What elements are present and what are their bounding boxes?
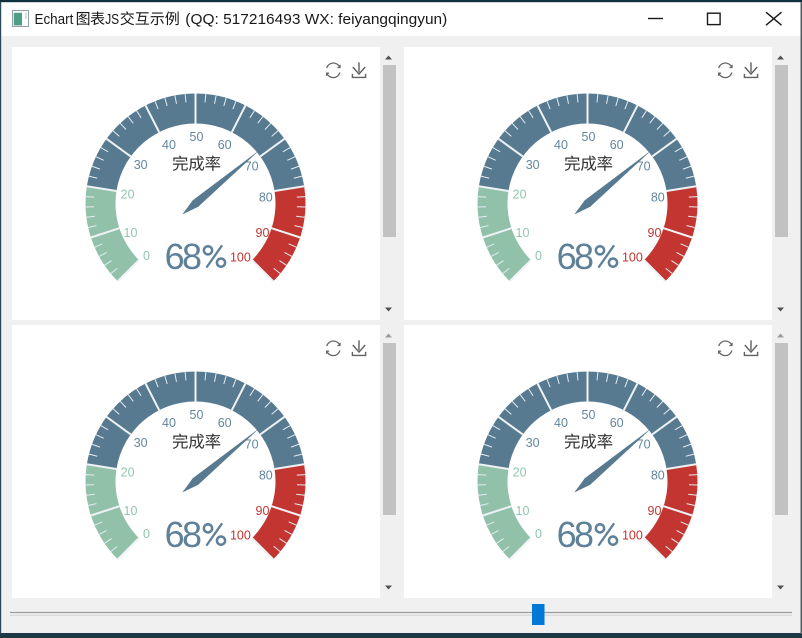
svg-text:JS: JS	[105, 11, 119, 28]
svg-text:(QQ: 517216493 WX: feiyangqing: (QQ: 517216493 WX: feiyangqingyun)	[185, 11, 447, 28]
svg-text:Echart: Echart	[35, 11, 75, 28]
